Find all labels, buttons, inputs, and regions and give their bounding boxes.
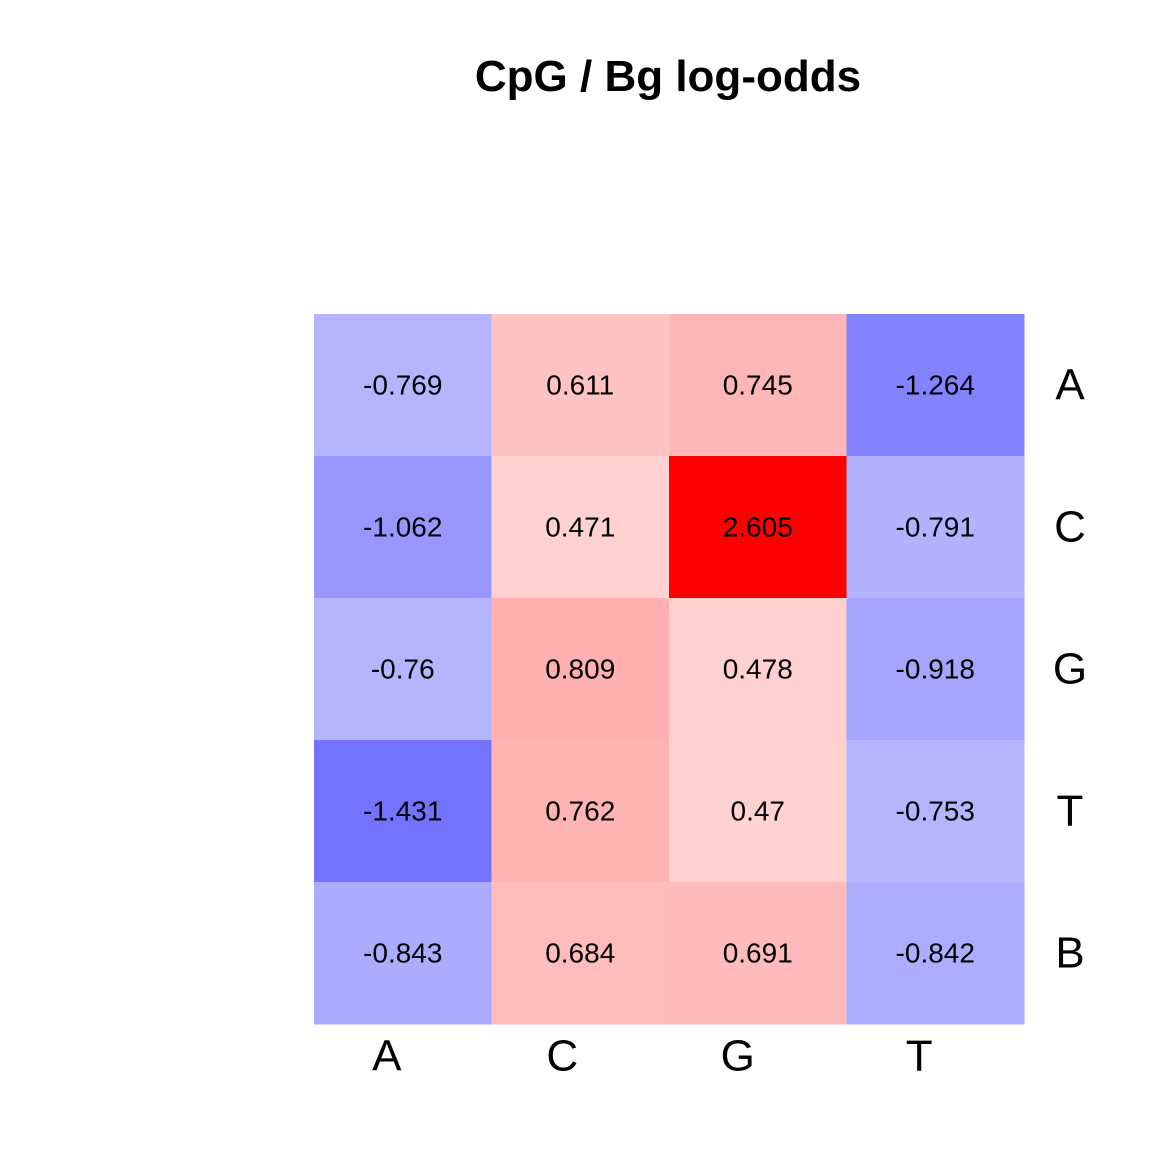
cell-value-label: 0.478 (723, 654, 793, 685)
row-label: T (1057, 787, 1084, 836)
cell-value-label: 0.684 (545, 938, 615, 969)
heatmap-cell-A-T (846, 314, 1025, 457)
cell-value-label: -1.264 (896, 370, 975, 401)
cell-value-label: 2.605 (723, 512, 793, 543)
heatmap-cell-G-T (846, 598, 1025, 741)
column-label: C (546, 1032, 578, 1081)
heatmap-cell-G-C (491, 598, 670, 741)
heatmap-cell-T-T (846, 740, 1025, 883)
heatmap-cells (314, 314, 1025, 1025)
cell-value-label: -0.842 (896, 938, 975, 969)
cell-value-label: 0.47 (731, 796, 786, 827)
row-axis-labels: A C G T B (1053, 361, 1087, 978)
heatmap-cell-A-C (491, 314, 670, 457)
cell-value-label: -0.76 (371, 654, 435, 685)
heatmap-cell-T-C (491, 740, 670, 883)
heatmap-cell-C-C (491, 456, 670, 599)
cell-value-label: 0.691 (723, 938, 793, 969)
cell-value-label: -0.918 (896, 654, 975, 685)
row-label: A (1055, 361, 1085, 410)
heatmap-cell-C-T (846, 456, 1025, 599)
heatmap-cell-T-A (314, 740, 492, 883)
column-label: G (721, 1032, 755, 1081)
cell-value-label: -1.431 (363, 796, 442, 827)
row-label: B (1055, 929, 1084, 978)
heatmap-cell-B-C (491, 882, 670, 1025)
column-label: T (906, 1032, 933, 1081)
cell-value-label: 0.471 (545, 512, 615, 543)
row-label: G (1053, 645, 1087, 694)
heatmap-cell-B-G (669, 882, 847, 1025)
column-label: A (372, 1032, 402, 1081)
heatmap-cell-A-G (669, 314, 847, 457)
chart-title: CpG / Bg log-odds (474, 52, 862, 101)
heatmap-cell-T-G (669, 740, 847, 883)
cell-value-label: -0.843 (363, 938, 442, 969)
cell-value-label: -0.753 (896, 796, 975, 827)
heatmap-cell-labels: -0.769 0.611 0.745 -1.264 -1.062 0.471 2.605 -0… (363, 370, 975, 969)
heatmap-cell-A-A (314, 314, 492, 457)
cell-value-label: 0.762 (545, 796, 615, 827)
heatmap-cell-B-A (314, 882, 492, 1025)
cell-value-label: -0.791 (896, 512, 975, 543)
heatmap-cell-C-G (669, 456, 847, 599)
heatmap-cell-G-A (314, 598, 492, 741)
cell-value-label: -1.062 (363, 512, 442, 543)
cell-value-label: -0.769 (363, 370, 442, 401)
cell-value-label: 0.745 (723, 370, 793, 401)
heatmap-cell-G-G (669, 598, 847, 741)
cell-value-label: 0.611 (546, 370, 614, 401)
heatmap-cell-C-A (314, 456, 492, 599)
row-label: C (1054, 503, 1086, 552)
heatmap-cell-B-T (846, 882, 1025, 1025)
cell-value-label: 0.809 (545, 654, 615, 685)
